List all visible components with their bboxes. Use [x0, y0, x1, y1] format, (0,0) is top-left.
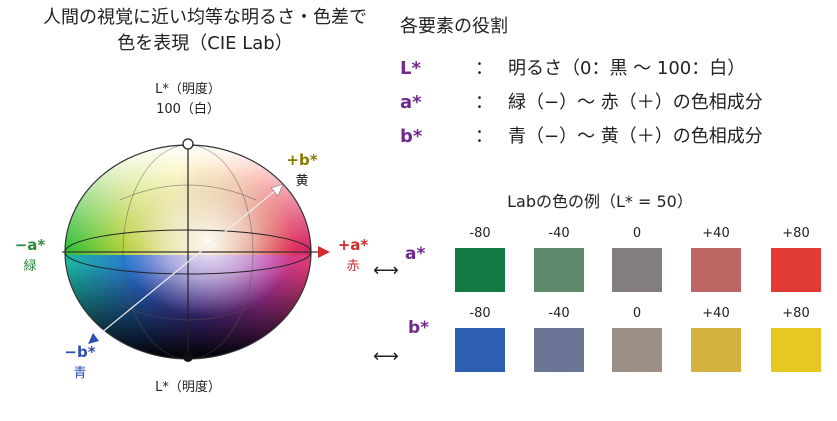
- b-row-color-swatch: [612, 328, 662, 372]
- b-row-value-label: -80: [469, 306, 491, 321]
- b-row-color-swatch: [771, 328, 821, 372]
- pos-b-arrowhead: [270, 183, 284, 197]
- b-row-color-swatch: [534, 328, 584, 372]
- role-symbol: a*: [400, 92, 422, 113]
- b-row-value-label: +80: [782, 306, 810, 321]
- role-description: 青（−）〜 黄（＋）の色相成分: [508, 126, 763, 147]
- neg-b-symbol: −b*: [64, 343, 96, 361]
- b-row-color-swatch: [691, 328, 741, 372]
- pos-a-symbol: +a*: [337, 236, 369, 254]
- a-row-color-swatch: [534, 248, 584, 292]
- black-pole: [183, 352, 193, 362]
- b-row-value-label: 0: [632, 306, 642, 321]
- role-symbol: L*: [400, 58, 421, 79]
- b-axis: [94, 189, 277, 339]
- role-colon: ：: [475, 92, 493, 113]
- a-row-color-swatch: [612, 248, 662, 292]
- role-row-b: b* ： 青（−）〜 黄（＋）の色相成分: [400, 122, 820, 152]
- role-row-l: L* ： 明るさ（0：黒 〜 100：白）: [400, 54, 820, 84]
- b-row-color-swatch: [455, 328, 505, 372]
- top-l-value: 100（白）: [156, 102, 220, 117]
- a-row-value-label: -40: [548, 226, 570, 241]
- role-row-a: a* ： 緑（−）〜 赤（＋）の色相成分: [400, 88, 820, 118]
- a-row-arrow: ⟷: [373, 260, 399, 281]
- role-description: 明るさ（0：黒 〜 100：白）: [508, 58, 746, 79]
- b-row-value-label: +40: [702, 306, 730, 321]
- a-row-symbol: a*: [405, 244, 426, 264]
- roles-heading: 各要素の役割: [400, 16, 508, 37]
- pos-b-name: 黄: [295, 174, 309, 189]
- a-row-value-label: +80: [782, 226, 810, 241]
- pos-a-arrowhead: [318, 246, 330, 258]
- title-line-1: 人間の視覚に近い均等な明るさ・色差で: [43, 7, 367, 28]
- top-l-label: L*（明度）: [155, 82, 221, 97]
- a-row-value-label: 0: [632, 226, 642, 241]
- neg-b-arrowhead: [88, 333, 99, 344]
- bottom-l-label: L*（明度）: [155, 380, 221, 395]
- role-colon: ：: [475, 126, 493, 147]
- a-row-color-swatch: [771, 248, 821, 292]
- a-row-value-label: +40: [702, 226, 730, 241]
- neg-a-symbol: −a*: [14, 236, 46, 254]
- role-colon: ：: [475, 58, 493, 79]
- neg-a-name: 緑: [23, 259, 37, 274]
- a-row-value-label: -80: [469, 226, 491, 241]
- b-row-arrow: ⟷: [373, 346, 399, 367]
- pos-b-symbol: +b*: [286, 151, 318, 169]
- white-pole: [182, 138, 194, 150]
- b-row-symbol: b*: [408, 318, 430, 338]
- role-description: 緑（−）〜 赤（＋）の色相成分: [508, 92, 763, 113]
- title-line-2: 色を表現（CIE Lab）: [117, 33, 293, 54]
- examples-title: Labの色の例（L* = 50）: [507, 192, 693, 211]
- pos-a-name: 赤: [346, 259, 360, 274]
- neg-b-name: 青: [73, 366, 87, 381]
- a-row-color-swatch: [691, 248, 741, 292]
- a-row-color-swatch: [455, 248, 505, 292]
- lab-color-sphere: [62, 138, 330, 362]
- role-symbol: b*: [400, 126, 423, 147]
- b-row-value-label: -40: [548, 306, 570, 321]
